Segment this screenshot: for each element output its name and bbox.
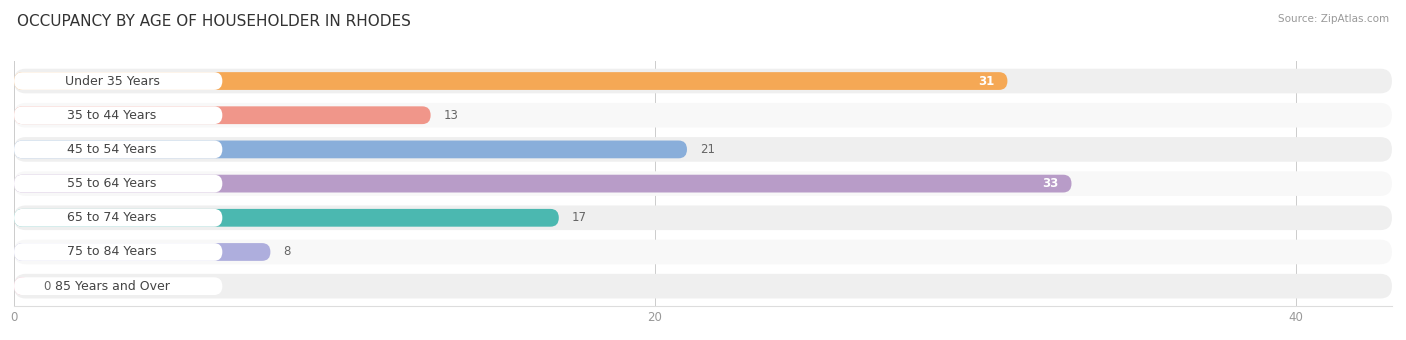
FancyBboxPatch shape	[14, 209, 558, 227]
Text: 75 to 84 Years: 75 to 84 Years	[67, 245, 156, 258]
Text: 85 Years and Over: 85 Years and Over	[55, 280, 169, 293]
FancyBboxPatch shape	[14, 72, 1008, 90]
FancyBboxPatch shape	[14, 140, 222, 158]
Text: Under 35 Years: Under 35 Years	[65, 74, 159, 87]
FancyBboxPatch shape	[14, 209, 222, 227]
FancyBboxPatch shape	[14, 140, 688, 158]
Text: 35 to 44 Years: 35 to 44 Years	[67, 109, 156, 122]
FancyBboxPatch shape	[14, 103, 1392, 128]
FancyBboxPatch shape	[14, 106, 430, 124]
Text: 21: 21	[700, 143, 714, 156]
FancyBboxPatch shape	[14, 106, 222, 124]
Text: Source: ZipAtlas.com: Source: ZipAtlas.com	[1278, 14, 1389, 23]
Text: 33: 33	[1042, 177, 1059, 190]
FancyBboxPatch shape	[14, 243, 270, 261]
Text: 13: 13	[443, 109, 458, 122]
FancyBboxPatch shape	[14, 69, 1392, 94]
Text: 0: 0	[44, 280, 51, 293]
FancyBboxPatch shape	[14, 175, 222, 192]
FancyBboxPatch shape	[14, 72, 222, 90]
FancyBboxPatch shape	[14, 175, 1071, 192]
FancyBboxPatch shape	[14, 137, 1392, 162]
FancyBboxPatch shape	[14, 240, 1392, 264]
Text: 55 to 64 Years: 55 to 64 Years	[67, 177, 156, 190]
Text: 45 to 54 Years: 45 to 54 Years	[67, 143, 156, 156]
FancyBboxPatch shape	[14, 277, 222, 295]
FancyBboxPatch shape	[14, 205, 1392, 230]
Text: OCCUPANCY BY AGE OF HOUSEHOLDER IN RHODES: OCCUPANCY BY AGE OF HOUSEHOLDER IN RHODE…	[17, 14, 411, 29]
Text: 8: 8	[283, 245, 291, 258]
FancyBboxPatch shape	[14, 171, 1392, 196]
Text: 17: 17	[572, 211, 586, 224]
FancyBboxPatch shape	[14, 277, 30, 295]
Text: 65 to 74 Years: 65 to 74 Years	[67, 211, 156, 224]
Text: 31: 31	[979, 74, 994, 87]
FancyBboxPatch shape	[14, 243, 222, 261]
FancyBboxPatch shape	[14, 274, 1392, 299]
